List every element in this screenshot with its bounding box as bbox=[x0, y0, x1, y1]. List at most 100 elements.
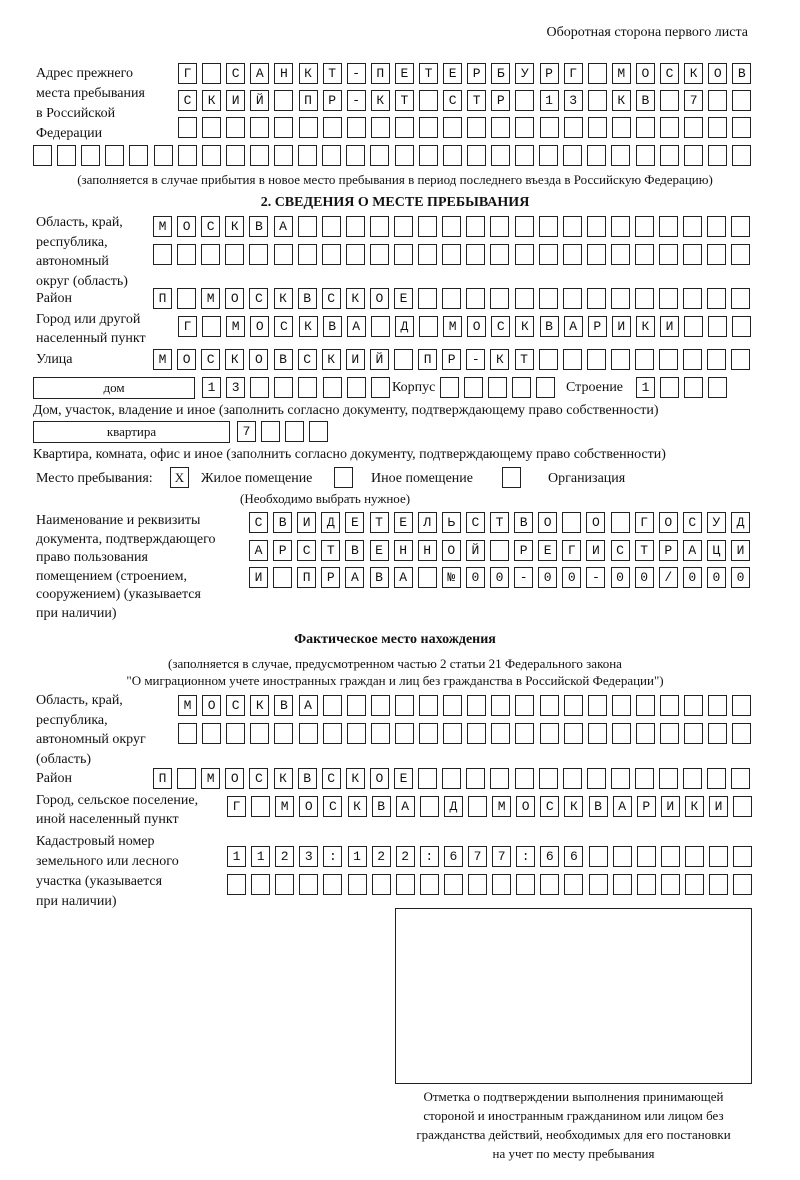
char-box[interactable] bbox=[298, 316, 318, 337]
char-box[interactable] bbox=[297, 540, 317, 561]
char-box[interactable] bbox=[635, 145, 655, 166]
char-box[interactable] bbox=[563, 316, 583, 337]
char-box[interactable] bbox=[322, 63, 342, 84]
char-box[interactable] bbox=[586, 567, 606, 588]
char-box[interactable] bbox=[275, 874, 295, 895]
char-box[interactable] bbox=[299, 846, 319, 867]
char-box[interactable] bbox=[394, 90, 414, 111]
char-box[interactable] bbox=[274, 316, 294, 337]
char-box[interactable] bbox=[538, 768, 558, 789]
option-other-checkbox[interactable] bbox=[334, 467, 353, 488]
char-box[interactable] bbox=[587, 316, 607, 337]
char-box[interactable] bbox=[249, 540, 268, 561]
char-box[interactable] bbox=[394, 316, 414, 337]
char-box[interactable] bbox=[707, 768, 727, 789]
char-box[interactable] bbox=[586, 512, 606, 533]
char-box[interactable] bbox=[297, 512, 317, 533]
char-box[interactable] bbox=[490, 512, 509, 533]
char-box[interactable] bbox=[226, 316, 246, 337]
char-box[interactable] bbox=[321, 540, 341, 561]
char-box[interactable] bbox=[345, 512, 365, 533]
char-box[interactable] bbox=[660, 316, 679, 337]
char-box[interactable] bbox=[321, 216, 341, 237]
char-box[interactable] bbox=[732, 723, 752, 744]
char-box[interactable] bbox=[468, 846, 487, 867]
char-box[interactable] bbox=[611, 695, 631, 716]
char-box[interactable] bbox=[418, 244, 438, 265]
char-box[interactable] bbox=[178, 90, 197, 111]
char-box[interactable] bbox=[369, 768, 389, 789]
char-box[interactable] bbox=[178, 695, 197, 716]
char-box[interactable] bbox=[659, 768, 679, 789]
char-box[interactable] bbox=[660, 723, 679, 744]
char-box[interactable] bbox=[275, 796, 295, 817]
char-box[interactable] bbox=[540, 874, 560, 895]
char-box[interactable] bbox=[731, 567, 750, 588]
char-box[interactable] bbox=[274, 90, 294, 111]
char-box[interactable] bbox=[227, 796, 246, 817]
char-box[interactable] bbox=[708, 723, 728, 744]
char-box[interactable] bbox=[538, 216, 558, 237]
char-box[interactable] bbox=[443, 796, 463, 817]
char-box[interactable] bbox=[177, 768, 197, 789]
char-box[interactable] bbox=[660, 846, 680, 867]
char-box[interactable] bbox=[491, 63, 511, 84]
char-box[interactable] bbox=[539, 90, 559, 111]
char-box[interactable] bbox=[635, 316, 655, 337]
char-box[interactable] bbox=[226, 90, 246, 111]
char-box[interactable] bbox=[467, 90, 487, 111]
char-box[interactable] bbox=[708, 316, 728, 337]
char-box[interactable] bbox=[274, 63, 294, 84]
char-box[interactable] bbox=[731, 512, 750, 533]
char-box[interactable] bbox=[322, 145, 342, 166]
char-box[interactable] bbox=[273, 768, 293, 789]
char-box[interactable] bbox=[538, 244, 558, 265]
char-box[interactable] bbox=[684, 316, 704, 337]
char-box[interactable] bbox=[369, 349, 389, 370]
char-box[interactable] bbox=[250, 316, 270, 337]
char-box[interactable] bbox=[251, 846, 271, 867]
char-box[interactable] bbox=[370, 723, 390, 744]
char-box[interactable] bbox=[684, 796, 704, 817]
char-box[interactable] bbox=[514, 768, 534, 789]
char-box[interactable] bbox=[635, 216, 654, 237]
char-box[interactable] bbox=[516, 874, 536, 895]
char-box[interactable] bbox=[707, 216, 727, 237]
house-type-field[interactable]: дом bbox=[33, 377, 195, 399]
char-box[interactable] bbox=[612, 874, 632, 895]
char-box[interactable] bbox=[251, 796, 271, 817]
char-box[interactable] bbox=[346, 145, 366, 166]
char-box[interactable] bbox=[731, 349, 751, 370]
char-box[interactable] bbox=[588, 846, 608, 867]
char-box[interactable] bbox=[684, 377, 704, 398]
char-box[interactable] bbox=[394, 63, 414, 84]
char-box[interactable] bbox=[250, 377, 270, 398]
char-box[interactable] bbox=[346, 117, 366, 138]
char-box[interactable] bbox=[683, 288, 703, 309]
char-box[interactable] bbox=[467, 723, 487, 744]
char-box[interactable] bbox=[285, 421, 305, 442]
char-box[interactable] bbox=[465, 567, 485, 588]
char-box[interactable] bbox=[274, 695, 294, 716]
char-box[interactable] bbox=[323, 796, 343, 817]
char-box[interactable] bbox=[274, 145, 293, 166]
char-box[interactable] bbox=[250, 695, 270, 716]
char-box[interactable] bbox=[226, 695, 246, 716]
char-box[interactable] bbox=[321, 349, 341, 370]
char-box[interactable] bbox=[395, 846, 415, 867]
char-box[interactable] bbox=[395, 874, 415, 895]
char-box[interactable] bbox=[201, 768, 221, 789]
char-box[interactable] bbox=[371, 846, 391, 867]
char-box[interactable] bbox=[419, 63, 438, 84]
char-box[interactable] bbox=[369, 216, 389, 237]
char-box[interactable] bbox=[249, 288, 269, 309]
char-box[interactable] bbox=[490, 216, 510, 237]
char-box[interactable] bbox=[635, 695, 655, 716]
char-box[interactable] bbox=[442, 216, 462, 237]
char-box[interactable] bbox=[636, 377, 655, 398]
char-box[interactable] bbox=[635, 244, 654, 265]
char-box[interactable] bbox=[442, 349, 462, 370]
char-box[interactable] bbox=[465, 540, 485, 561]
char-box[interactable] bbox=[539, 145, 559, 166]
char-box[interactable] bbox=[586, 349, 606, 370]
